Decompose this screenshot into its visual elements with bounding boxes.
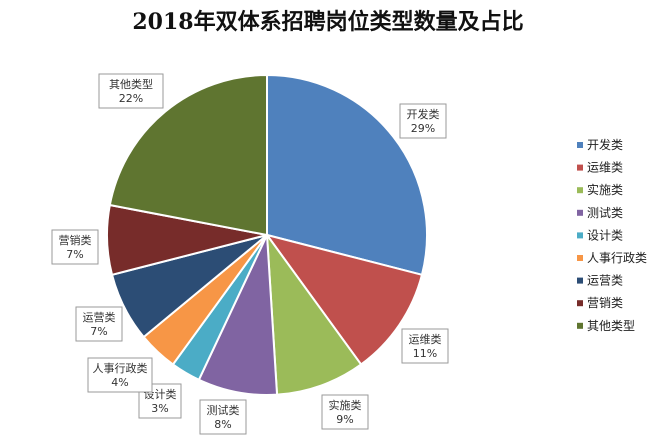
- legend-swatch: [577, 142, 583, 148]
- data-label-name: 营销类: [59, 233, 92, 247]
- data-label-name: 运营类: [83, 310, 116, 324]
- pie-slice: [264, 233, 424, 366]
- data-label-name: 其他类型: [109, 77, 153, 91]
- data-label-value: 3%: [151, 402, 168, 415]
- legend-swatch: [577, 322, 583, 329]
- pie-slice: [108, 73, 268, 237]
- legend-swatch: [577, 300, 583, 307]
- legend-item: 开发类: [577, 137, 623, 152]
- legend-item: 人事行政类: [577, 251, 647, 265]
- legend-item: 营销类: [577, 296, 623, 310]
- legend-label: 其他类型: [587, 319, 635, 333]
- legend-label: 运营类: [587, 274, 623, 288]
- legend-label: 实施类: [587, 182, 623, 197]
- legend-item: 测试类: [577, 205, 623, 220]
- legend-swatch: [577, 255, 583, 261]
- legend-item: 运营类: [577, 274, 623, 288]
- legend-swatch: [577, 164, 583, 171]
- legend-label: 设计类: [587, 228, 623, 242]
- legend-swatch: [577, 209, 583, 216]
- legend-label: 开发类: [587, 137, 623, 152]
- legend-label: 测试类: [587, 205, 623, 220]
- data-label-value: 8%: [214, 418, 231, 431]
- data-label-value: 9%: [336, 413, 353, 426]
- legend-label: 运维类: [587, 161, 623, 175]
- legend-label: 人事行政类: [587, 251, 647, 265]
- pie-slice: [266, 73, 428, 277]
- legend-label: 营销类: [587, 296, 623, 310]
- data-label-name: 实施类: [329, 398, 362, 412]
- data-label-value: 22%: [119, 92, 143, 105]
- data-label-value: 4%: [111, 376, 128, 389]
- data-label-name: 运维类: [409, 332, 442, 346]
- legend-item: 运维类: [577, 161, 623, 175]
- chart-title: 2018年双体系招聘岗位类型数量及占比: [132, 9, 524, 35]
- data-label-value: 29%: [411, 122, 435, 135]
- data-label-value: 11%: [413, 347, 437, 360]
- data-label-name: 开发类: [407, 107, 440, 121]
- legend-swatch: [577, 232, 583, 239]
- data-label-value: 7%: [90, 325, 107, 338]
- data-label-name: 人事行政类: [93, 361, 148, 375]
- legend-item: 实施类: [577, 182, 623, 197]
- data-label-value: 7%: [66, 248, 83, 261]
- legend-swatch: [577, 277, 583, 284]
- legend-item: 设计类: [577, 228, 623, 242]
- pie-slice: [265, 231, 363, 396]
- data-label-name: 测试类: [207, 403, 240, 417]
- legend-item: 其他类型: [577, 319, 635, 333]
- legend-swatch: [577, 187, 583, 194]
